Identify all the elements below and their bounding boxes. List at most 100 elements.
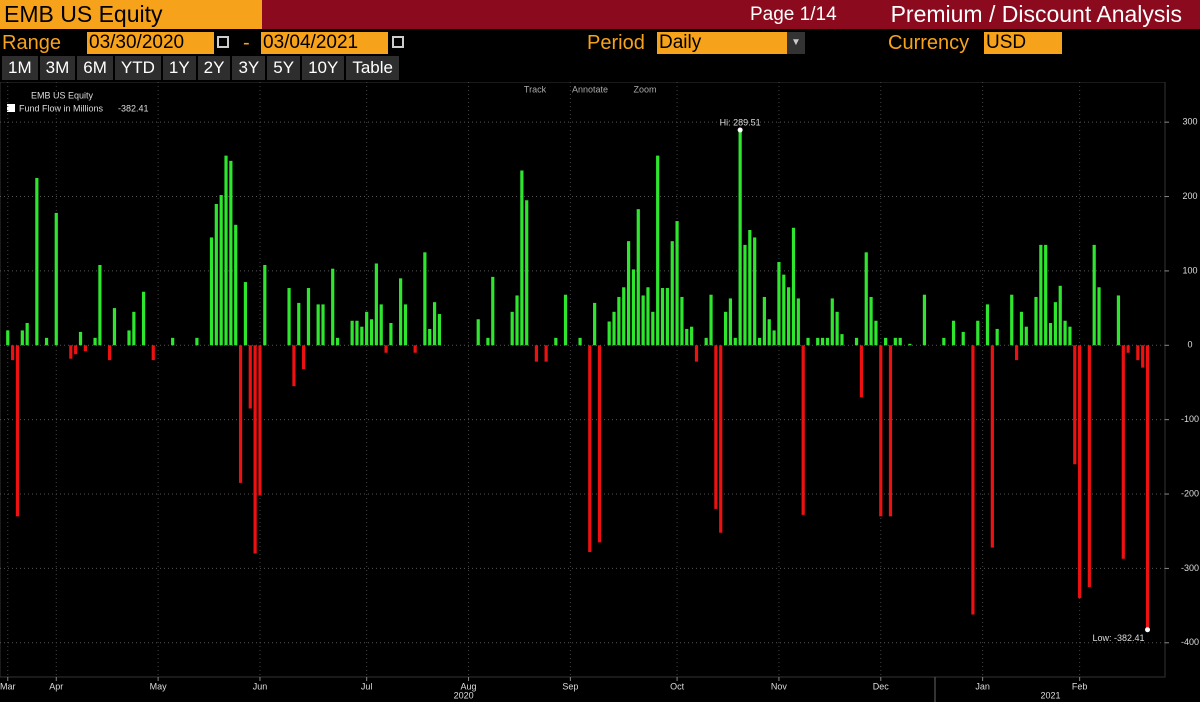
bar [171, 337, 175, 346]
bar [728, 298, 733, 346]
range-end[interactable]: 03/04/2021 [261, 32, 388, 54]
bar [588, 345, 592, 553]
bar [971, 345, 975, 615]
bar [879, 345, 883, 517]
ticker[interactable]: EMB US Equity [0, 0, 262, 29]
period-button[interactable]: 1Y [162, 56, 196, 80]
range-start[interactable]: 03/30/2020 [87, 32, 214, 54]
chart-tool[interactable]: Zoom [633, 84, 656, 94]
bar [44, 337, 49, 346]
bar [922, 294, 927, 346]
bar [777, 261, 781, 346]
x-tick-label: Nov [771, 681, 788, 691]
high-marker [737, 127, 743, 133]
period-button[interactable]: 3Y [232, 56, 266, 80]
bar [195, 337, 199, 346]
legend-swatch [7, 104, 15, 112]
y-tick-label: -300 [1181, 563, 1199, 573]
bar [670, 241, 674, 346]
y-tick-label: -400 [1181, 637, 1199, 647]
chart-tool[interactable]: Annotate [572, 84, 608, 94]
chart: EMB US Equity Fund Flow in Millions Trac… [0, 82, 1199, 702]
bar [1141, 345, 1145, 368]
bar [1078, 345, 1082, 599]
bar [801, 345, 805, 515]
plot-area [0, 82, 1166, 678]
bar [297, 302, 301, 346]
chart-tool[interactable]: Track [524, 84, 547, 94]
title-bar: EMB US Equity Page 1/14 Premium / Discou… [0, 0, 1200, 29]
bar [617, 296, 621, 346]
bar [646, 287, 650, 346]
bar [302, 345, 306, 370]
bar [636, 209, 640, 346]
bar [1136, 345, 1140, 361]
bar [893, 337, 897, 346]
bar [1145, 345, 1150, 630]
bar [714, 345, 718, 509]
bar [554, 337, 558, 346]
bar [534, 345, 539, 362]
legend-title: EMB US Equity [31, 90, 94, 100]
x-tick-label: Dec [873, 681, 890, 691]
bar [151, 345, 155, 361]
bar [1058, 285, 1062, 346]
bar [331, 268, 335, 346]
bar [141, 291, 146, 346]
high-label: Hi: 289.51 [720, 117, 761, 127]
bar [690, 326, 694, 346]
bar [112, 308, 117, 346]
bar [787, 287, 791, 346]
bar [825, 337, 830, 346]
bar [762, 296, 766, 346]
bar [432, 302, 437, 346]
period-button[interactable]: 2Y [197, 56, 231, 80]
period-button[interactable]: 1M [2, 56, 38, 80]
currency[interactable]: USD [984, 32, 1062, 54]
x-tick-label: Jan [975, 681, 990, 691]
bar [515, 295, 519, 346]
legend-label: Fund Flow in Millions [19, 103, 104, 113]
calendar-icon[interactable] [217, 36, 229, 48]
bar [306, 288, 311, 346]
bar [389, 322, 393, 346]
bar [976, 320, 980, 346]
bar [563, 294, 568, 346]
period-button[interactable]: Table [346, 56, 399, 80]
dropdown-arrow[interactable]: ▼ [787, 32, 805, 54]
bar [597, 345, 602, 543]
screen-title: Premium / Discount Analysis [890, 1, 1182, 27]
x-tick-label: Mar [0, 681, 16, 691]
bar [209, 237, 214, 346]
bar [403, 304, 408, 346]
period-button[interactable]: 10Y [302, 56, 345, 80]
period-button[interactable]: YTD [114, 56, 161, 80]
calendar-icon[interactable] [392, 36, 404, 48]
bar [631, 269, 636, 346]
bar [578, 337, 582, 346]
bar [1087, 345, 1091, 588]
bar [1024, 326, 1028, 346]
bar [20, 330, 24, 346]
bar [816, 337, 820, 346]
bar [437, 314, 442, 346]
period-button[interactable]: 3M [39, 56, 76, 80]
bar [782, 274, 786, 346]
bar [258, 345, 262, 496]
period-button[interactable]: 6M [77, 56, 113, 80]
bar [127, 330, 131, 346]
bar [1126, 345, 1130, 353]
bar [476, 319, 480, 346]
bar [93, 337, 97, 346]
period-dropdown[interactable]: Daily [657, 32, 787, 54]
bar [248, 345, 252, 409]
bar [990, 345, 994, 548]
bar [685, 328, 689, 346]
period-button[interactable]: 5Y [267, 56, 301, 80]
bar [641, 295, 645, 346]
bar [1068, 326, 1072, 346]
bar [869, 296, 873, 346]
bar [898, 337, 902, 346]
bar [335, 337, 340, 346]
